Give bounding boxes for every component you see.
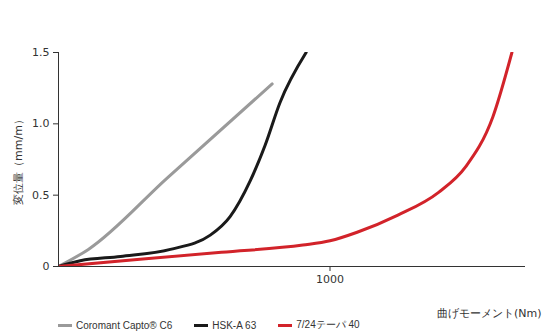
html-text:7/24テーパ 40: 7/24テーパ 40 xyxy=(296,319,360,330)
html-text:Coromant Capto® C6: Coromant Capto® C6 xyxy=(76,319,173,331)
svg-text:1.0: 1.0 xyxy=(32,117,50,130)
svg-text:1000: 1000 xyxy=(316,273,344,286)
svg-text:曲げモーメント(Nm): 曲げモーメント(Nm) xyxy=(437,307,542,320)
svg-text:0: 0 xyxy=(43,260,50,273)
html-text:HSK-A 63: HSK-A 63 xyxy=(212,319,257,331)
svg-text:1.5: 1.5 xyxy=(32,46,50,59)
svg-text:0.5: 0.5 xyxy=(32,189,50,202)
svg-text:変位量（mm/m）: 変位量（mm/m） xyxy=(12,114,25,205)
